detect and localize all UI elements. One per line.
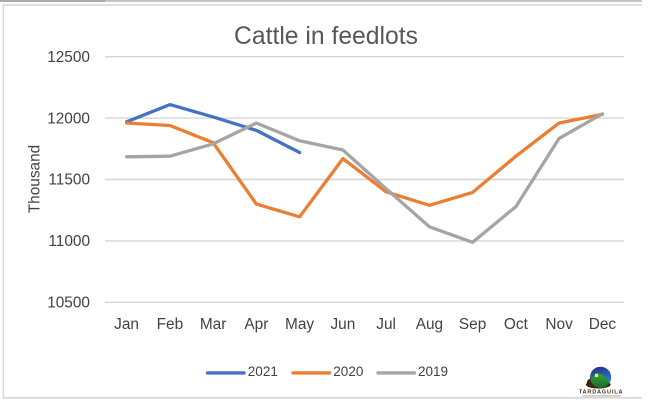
svg-text:Sep: Sep [459,316,486,333]
svg-text:Dec: Dec [589,316,617,333]
svg-text:Cattle in feedlots: Cattle in feedlots [234,23,418,50]
svg-text:12500: 12500 [47,49,90,66]
svg-text:May: May [285,316,314,333]
svg-text:2020: 2020 [333,364,363,379]
svg-text:10500: 10500 [47,295,90,312]
svg-text:11500: 11500 [48,172,90,189]
svg-text:Jun: Jun [330,316,355,333]
svg-text:Jul: Jul [376,316,396,333]
svg-text:Apr: Apr [244,316,268,333]
svg-text:12000: 12000 [47,110,90,127]
svg-text:Oct: Oct [504,316,529,333]
svg-text:Jan: Jan [114,316,139,333]
svg-text:2021: 2021 [248,364,278,379]
svg-text:Feb: Feb [157,316,184,333]
svg-text:11000: 11000 [48,233,90,250]
svg-text:TARDAGUILA: TARDAGUILA [579,390,624,396]
svg-text:Nov: Nov [545,316,573,333]
svg-text:Thousand: Thousand [27,145,44,213]
svg-text:Aug: Aug [416,316,443,333]
svg-text:2019: 2019 [418,364,448,379]
svg-text:Mar: Mar [200,316,227,333]
